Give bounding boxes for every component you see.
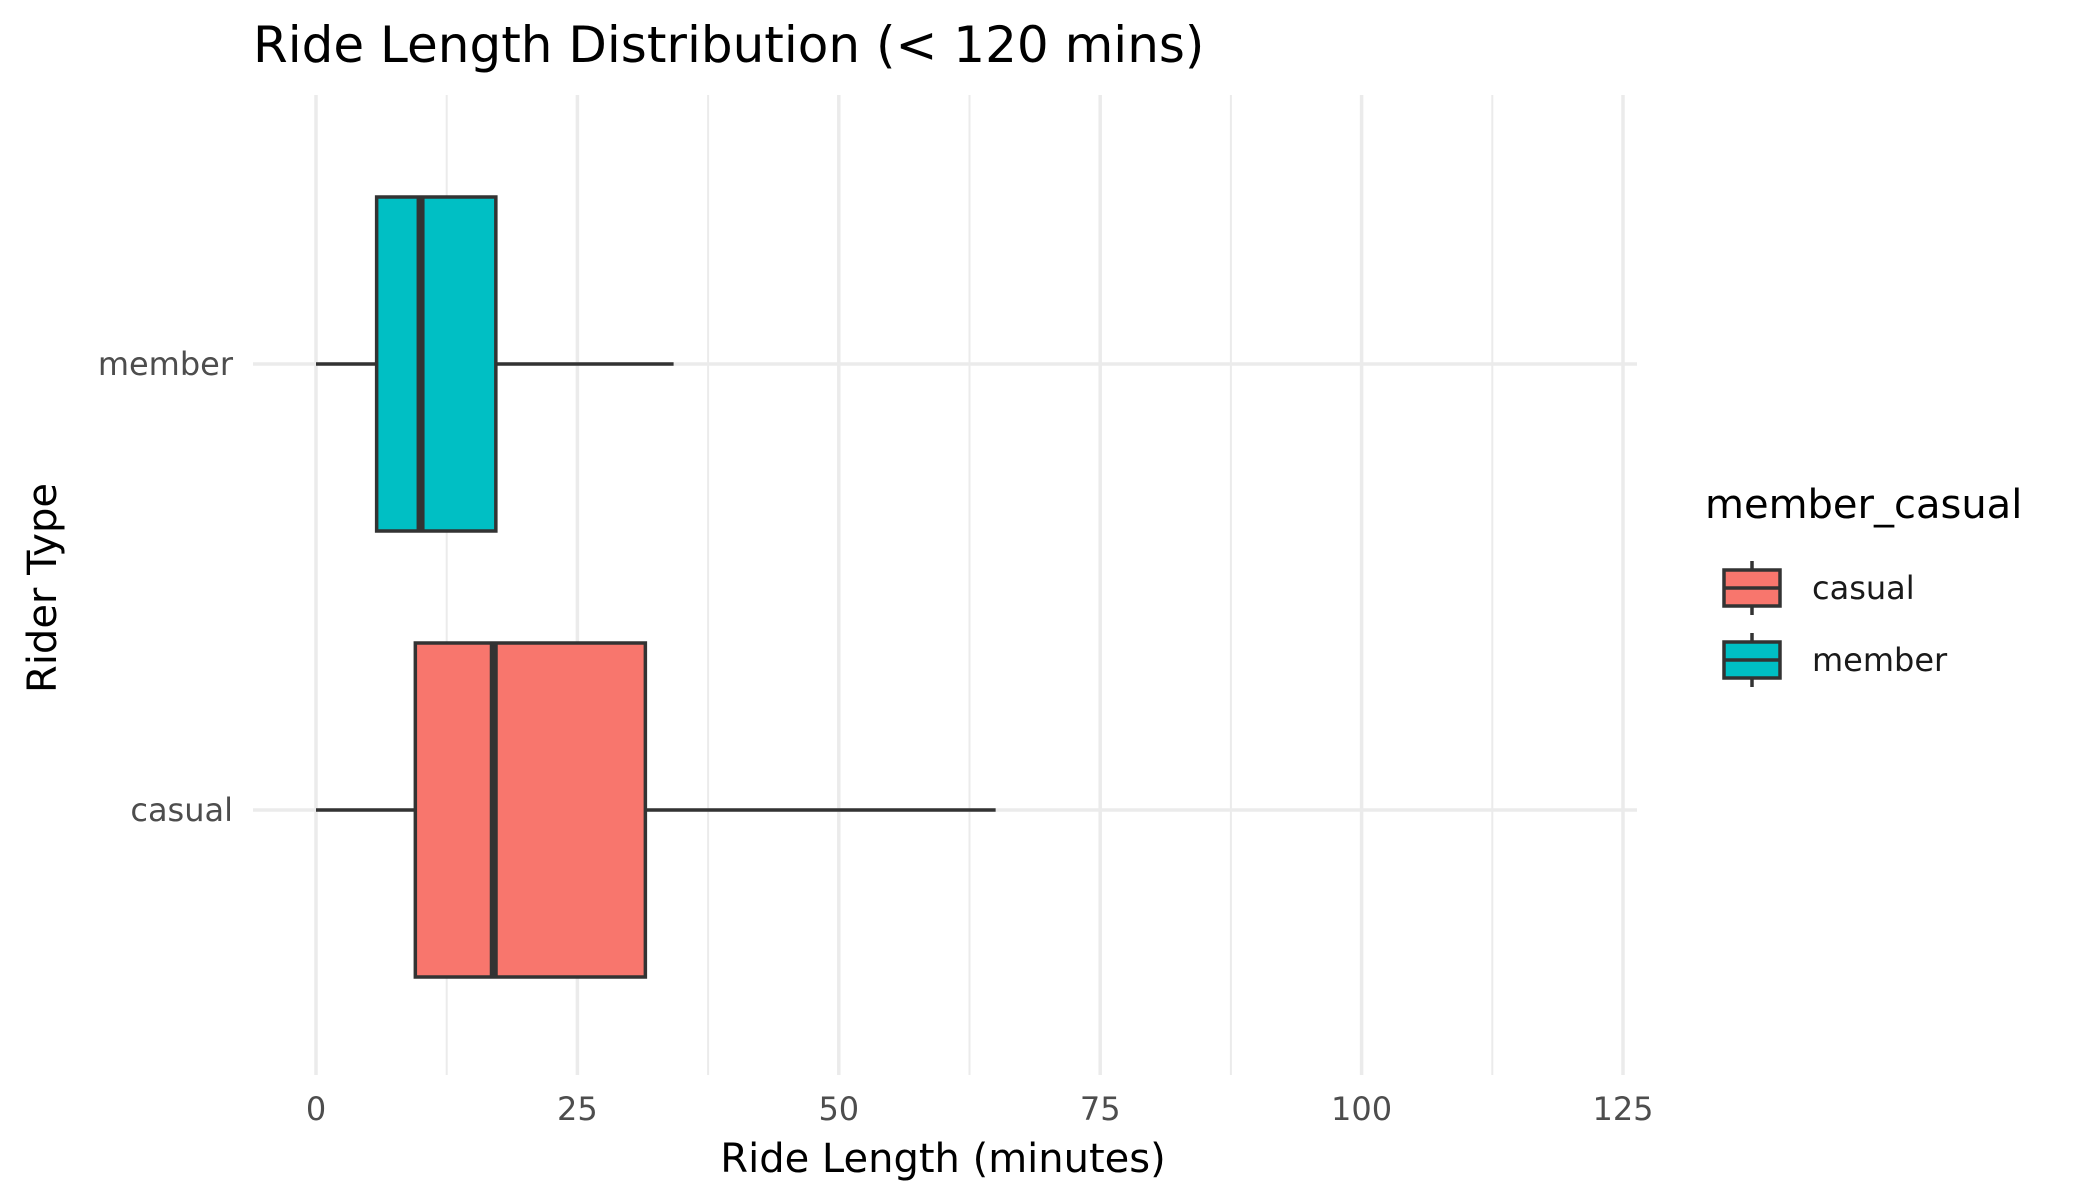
legend-item-member: member	[1722, 633, 1948, 687]
x-tick-label: 75	[1080, 1090, 1121, 1128]
y-axis-title: Rider Type	[20, 483, 66, 693]
x-tick-label: 25	[557, 1090, 598, 1128]
chart-title: Ride Length Distribution (< 120 mins)	[253, 16, 1204, 74]
legend-label: member	[1812, 641, 1948, 679]
boxplots	[316, 195, 996, 979]
legend-label: casual	[1812, 569, 1915, 607]
legend-title: member_casual	[1705, 482, 2022, 528]
x-axis-title: Ride Length (minutes)	[720, 1136, 1165, 1182]
y-axis-ticks: casual member	[98, 345, 234, 829]
x-axis-ticks: 0 25 50 75 100 125	[306, 1090, 1654, 1128]
x-tick-label: 0	[306, 1090, 326, 1128]
y-tick-label: casual	[130, 791, 233, 829]
boxplot-member	[316, 195, 674, 533]
x-tick-label: 100	[1331, 1090, 1392, 1128]
x-tick-label: 50	[818, 1090, 859, 1128]
legend-item-casual: casual	[1722, 561, 1915, 615]
boxplot-casual	[316, 641, 996, 979]
box-iqr	[413, 641, 648, 979]
x-tick-label: 125	[1592, 1090, 1653, 1128]
legend: member_casual casual member	[1705, 482, 2022, 687]
y-tick-label: member	[98, 345, 234, 383]
box-iqr	[374, 195, 498, 533]
